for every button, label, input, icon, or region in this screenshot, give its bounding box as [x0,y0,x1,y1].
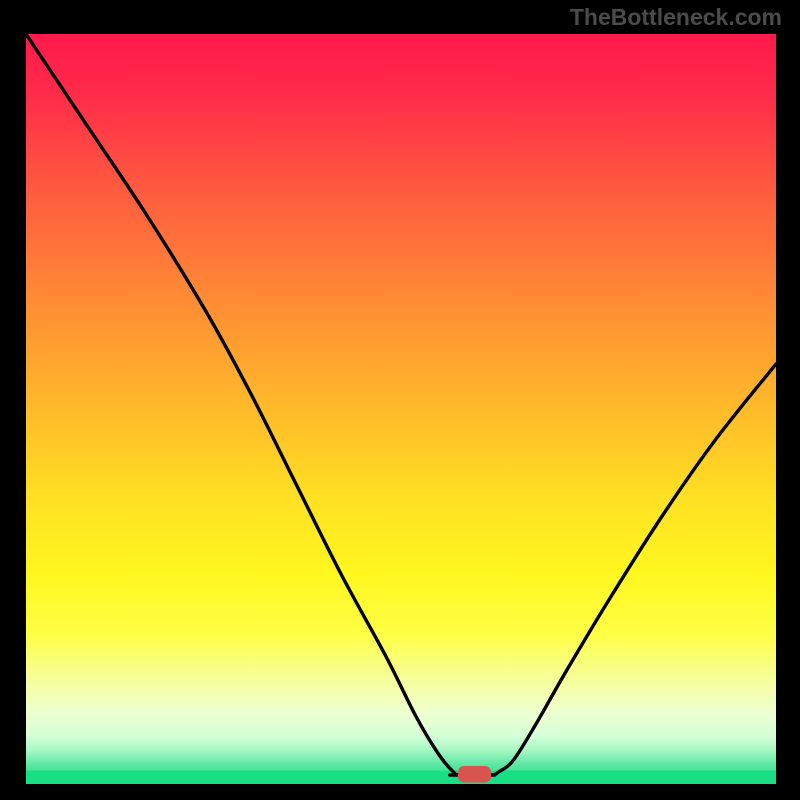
watermark-text: TheBottleneck.com [570,4,782,31]
bottom-green-band [26,771,776,785]
figure-root: TheBottleneck.com [0,0,800,800]
curve-line [26,34,776,775]
plot-area [26,34,776,784]
optimum-marker [458,766,491,783]
bottleneck-curve-chart [26,34,776,784]
